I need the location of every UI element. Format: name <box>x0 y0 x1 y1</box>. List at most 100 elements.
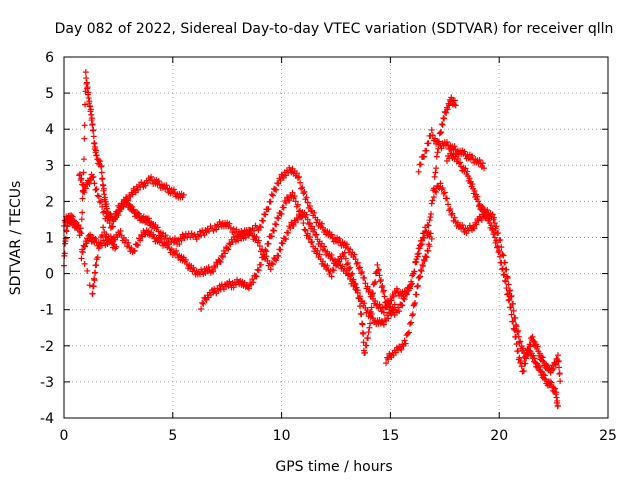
data-point <box>380 288 387 295</box>
data-point <box>84 267 91 274</box>
data-point <box>170 186 177 193</box>
data-point <box>529 333 536 340</box>
data-point <box>362 280 369 287</box>
data-point <box>253 273 260 280</box>
data-point <box>91 277 98 284</box>
data-point <box>417 273 424 280</box>
data-point <box>446 207 453 214</box>
data-point <box>518 363 525 370</box>
data-point <box>263 248 270 255</box>
data-point <box>360 339 367 346</box>
data-point <box>86 98 93 105</box>
data-point <box>89 121 96 128</box>
data-point <box>347 246 354 253</box>
data-point <box>117 206 124 213</box>
data-point <box>355 265 362 272</box>
data-point <box>272 256 279 263</box>
data-point <box>362 349 369 356</box>
data-point <box>451 214 458 221</box>
data-point <box>79 246 86 253</box>
data-point <box>534 343 541 350</box>
data-point <box>503 285 510 292</box>
data-point <box>556 370 563 377</box>
data-point <box>81 135 88 142</box>
data-point <box>304 216 311 223</box>
data-point <box>129 191 136 198</box>
data-point <box>250 279 257 286</box>
data-point <box>113 243 120 250</box>
y-tick-label: -2 <box>40 339 54 355</box>
data-point <box>257 261 264 268</box>
data-point <box>416 274 423 281</box>
data-point <box>376 272 383 279</box>
data-point <box>79 209 86 216</box>
data-point <box>554 402 561 409</box>
data-point <box>427 230 434 237</box>
data-point <box>536 363 543 370</box>
data-point <box>398 346 405 353</box>
data-point <box>471 187 478 194</box>
data-point <box>90 173 97 180</box>
data-point <box>90 126 97 133</box>
data-point <box>425 222 432 229</box>
data-point <box>408 319 415 326</box>
data-point <box>350 276 357 283</box>
data-point <box>418 237 425 244</box>
data-point <box>88 115 95 122</box>
data-point <box>506 296 513 303</box>
data-point <box>508 292 515 299</box>
data-point <box>380 321 387 328</box>
data-point <box>507 304 514 311</box>
y-tick-label: 4 <box>45 122 54 138</box>
data-point <box>89 290 96 297</box>
series-track-b <box>76 171 187 231</box>
data-point <box>475 198 482 205</box>
data-point <box>205 264 212 271</box>
data-point <box>415 250 422 257</box>
data-point <box>428 235 435 242</box>
data-point <box>282 199 289 206</box>
data-point <box>89 174 96 181</box>
data-point <box>180 191 187 198</box>
data-point <box>334 261 341 268</box>
data-point <box>437 129 444 136</box>
axis-ticks: 0 5 10 15 20 25 -4 -3 -2 -1 0 1 2 3 4 5 6 <box>40 50 617 444</box>
data-point <box>226 278 233 285</box>
data-point <box>248 228 255 235</box>
data-point <box>100 209 107 216</box>
data-point <box>342 255 349 262</box>
data-point <box>358 311 365 318</box>
data-point <box>225 246 232 253</box>
data-point <box>505 281 512 288</box>
data-point <box>261 254 268 261</box>
data-point <box>366 286 373 293</box>
data-point <box>476 157 483 164</box>
data-point <box>445 201 452 208</box>
data-point <box>198 305 205 312</box>
data-point <box>425 247 432 254</box>
data-point <box>552 385 559 392</box>
data-point <box>457 159 464 166</box>
data-point <box>368 304 375 311</box>
data-point <box>80 156 87 163</box>
data-point <box>199 299 206 306</box>
data-point <box>294 201 301 208</box>
chart-title: Day 082 of 2022, Sidereal Day-to-day VTE… <box>55 21 614 37</box>
data-point <box>385 356 392 363</box>
data-point <box>461 148 468 155</box>
data-point <box>451 143 458 150</box>
data-point <box>422 224 429 231</box>
data-point <box>376 301 383 308</box>
data-point <box>259 246 266 253</box>
data-point <box>466 175 473 182</box>
data-point <box>536 350 543 357</box>
data-point <box>451 97 458 104</box>
data-point <box>294 174 301 181</box>
data-point <box>219 253 226 260</box>
data-point <box>84 84 91 91</box>
data-point <box>411 301 418 308</box>
data-point <box>105 215 112 222</box>
data-point <box>421 153 428 160</box>
data-point <box>200 300 207 307</box>
